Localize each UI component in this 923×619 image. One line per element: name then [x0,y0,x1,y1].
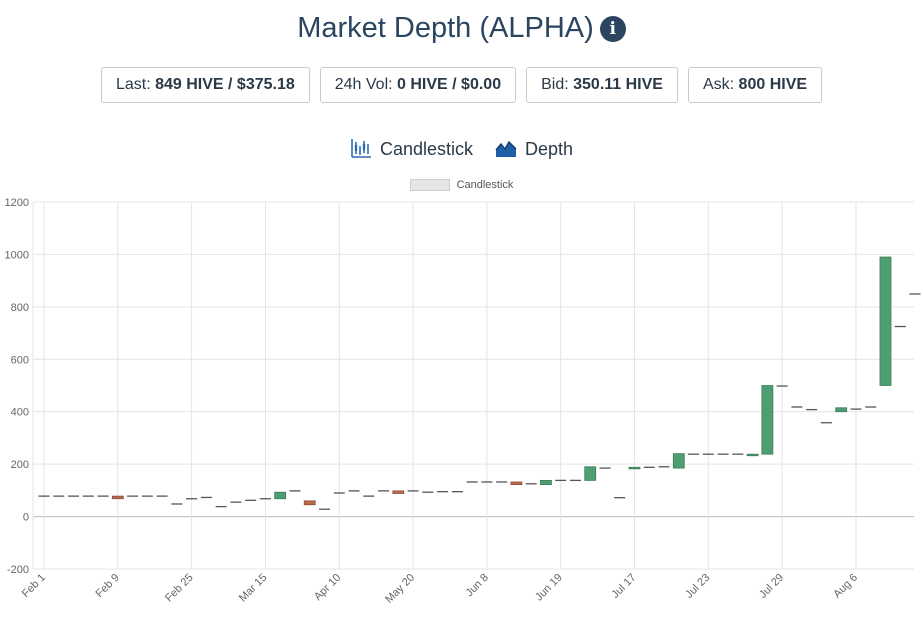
page-title: Market Depth (ALPHA) i [0,12,923,45]
x-tick-label: Jul 23 [683,572,712,601]
y-tick-label: 1200 [5,197,29,209]
x-tick-label: Jul 29 [757,572,786,601]
tab-depth[interactable]: Depth [495,138,573,160]
candle [111,495,124,500]
chart-type-tabs: Candlestick Depth [0,138,923,160]
candle [392,490,405,494]
stat-volume-value: 0 HIVE / $0.00 [397,76,502,93]
stat-last-label: Last: [115,76,151,93]
candle [835,407,848,413]
tab-depth-label: Depth [525,139,574,159]
info-icon[interactable]: i [599,16,626,42]
tab-candlestick[interactable]: Candlestick [350,138,473,160]
x-tick-label: Aug 6 [831,572,860,601]
x-tick-label: Jul 17 [609,572,638,601]
title-text: Market Depth (ALPHA) [297,12,594,44]
stat-volume-label: 24h Vol: [334,76,393,93]
x-tick-label: Apr 10 [312,572,343,603]
y-tick-label: 800 [11,302,29,314]
candle [584,466,597,481]
stat-24h-volume: 24h Vol: 0 HIVE / $0.00 [319,67,517,103]
stat-ask: Ask: 800 HIVE [687,67,823,103]
stat-bid-label: Bid: [541,76,569,93]
y-tick-label: 600 [11,354,29,366]
y-tick-label: -200 [7,564,29,576]
stat-bid: Bid: 350.11 HIVE [526,67,678,103]
x-tick-label: Feb 9 [94,572,122,600]
candle [746,453,759,457]
stats-bar: Last: 849 HIVE / $375.18 24h Vol: 0 HIVE… [0,67,923,103]
stat-last: Last: 849 HIVE / $375.18 [100,67,310,103]
x-tick-label: Feb 25 [163,572,196,605]
stat-last-value: 849 HIVE / $375.18 [155,76,295,93]
candle [879,256,892,386]
x-tick-label: Mar 15 [237,572,270,605]
y-tick-label: 1000 [5,249,29,261]
y-tick-label: 0 [23,512,29,524]
x-tick-label: Jun 8 [463,572,491,600]
y-tick-label: 200 [11,459,29,471]
legend-swatch [409,179,450,191]
candlestick-icon [351,139,371,158]
candle [672,453,685,469]
stat-bid-value: 350.11 HIVE [573,76,663,93]
stat-ask-label: Ask: [702,76,735,93]
depth-icon [495,140,517,157]
y-tick-label: 400 [11,407,29,419]
x-tick-label: Jun 19 [533,572,565,604]
candle [510,481,523,485]
stat-ask-value: 800 HIVE [738,76,808,93]
candle [303,500,316,506]
x-tick-label: May 20 [383,572,417,606]
candle [274,491,287,500]
candle [628,466,641,470]
candle [540,479,552,485]
candle [761,385,774,455]
chart-legend[interactable]: Candlestick [0,179,923,191]
tab-candlestick-label: Candlestick [379,139,473,159]
legend-label: Candlestick [456,179,514,191]
